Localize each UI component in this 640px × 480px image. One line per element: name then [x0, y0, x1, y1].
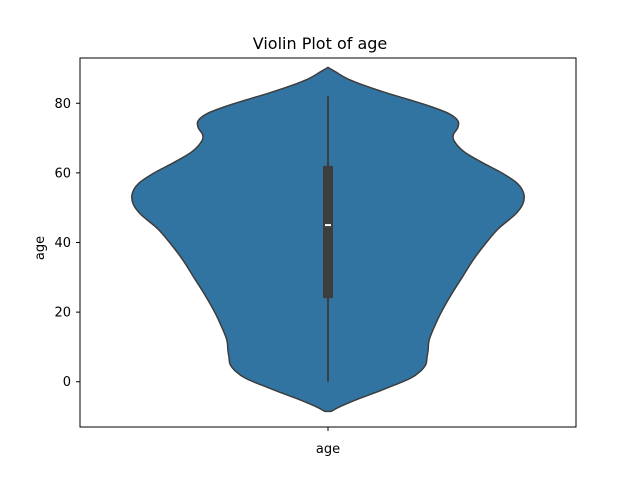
y-tick-label: 60	[54, 166, 71, 181]
y-tick-label: 20	[54, 306, 71, 321]
violin-layer	[131, 66, 525, 413]
violin-iqr-box	[323, 165, 333, 299]
x-tick-label: age	[316, 442, 340, 457]
tick-layer: age 0 20 40 60 80	[54, 97, 340, 457]
y-tick-label: 80	[54, 97, 71, 112]
y-tick-label: 40	[54, 236, 71, 251]
y-tick-label: 0	[63, 375, 71, 390]
y-axis-label: age	[33, 236, 48, 260]
plot-frame	[79, 57, 577, 428]
chart-title: Violin Plot of age	[253, 34, 388, 53]
